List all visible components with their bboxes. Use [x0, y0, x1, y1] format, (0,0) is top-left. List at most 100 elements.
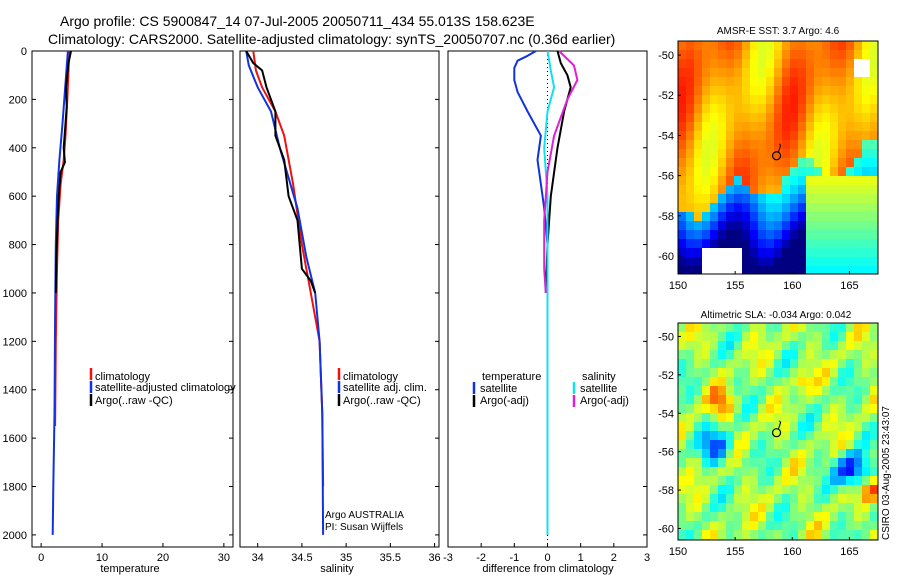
map-cell [790, 176, 799, 186]
map-cell [790, 413, 799, 423]
map-cell [854, 149, 863, 159]
map-cell [774, 50, 783, 60]
map-cell [838, 122, 847, 132]
map-cell [686, 59, 695, 69]
map-cell [774, 350, 783, 360]
map-cell [838, 131, 847, 141]
map-cell [846, 458, 855, 468]
map-cell [814, 149, 823, 159]
map-cell [790, 77, 799, 87]
map-cell [726, 476, 735, 486]
map-cell [862, 458, 871, 468]
map-cell [678, 104, 687, 114]
map-cell [774, 113, 783, 123]
map-cell [814, 140, 823, 150]
map-cell [862, 176, 871, 186]
map-cell [678, 122, 687, 132]
map-cell [758, 503, 767, 513]
map-cell [822, 521, 831, 531]
map-cell [822, 59, 831, 69]
legend-label: Argo(-adj) [580, 395, 629, 407]
map-cell [798, 377, 807, 387]
map-cell [726, 377, 735, 387]
map-cell [870, 386, 878, 396]
map-cell [710, 203, 719, 213]
map-cell [726, 458, 735, 468]
map-cell [702, 431, 711, 441]
map-cell [718, 368, 727, 378]
map-cell [830, 167, 839, 177]
map-cell [702, 503, 711, 513]
map-cell [726, 230, 735, 240]
map-cell [846, 530, 855, 540]
map-cell [806, 104, 815, 114]
map-cell [726, 185, 735, 195]
map-cell [862, 212, 871, 222]
map-cell [686, 203, 695, 213]
map-cell [870, 50, 878, 60]
map-cell [814, 422, 823, 432]
map-cell [774, 68, 783, 78]
map-cell [678, 221, 687, 231]
map-cell [790, 377, 799, 387]
map-cell [814, 212, 823, 222]
map-y-tick-label: -50 [658, 50, 674, 62]
map-cell [742, 266, 751, 274]
map-cell [814, 185, 823, 195]
map-cell [822, 86, 831, 96]
map-cell [774, 458, 783, 468]
map-cell [750, 230, 759, 240]
map-cell [774, 377, 783, 387]
map-cell [694, 68, 703, 78]
temperature-panel-frame [31, 50, 234, 548]
map-cell [686, 413, 695, 423]
map-cell [798, 239, 807, 249]
map-cell [830, 95, 839, 105]
map-cell [870, 368, 878, 378]
map-cell [726, 503, 735, 513]
map-cell [774, 530, 783, 540]
map-cell [678, 158, 687, 168]
map-cell [822, 41, 831, 51]
map-cell [790, 431, 799, 441]
map-cell [862, 422, 871, 432]
map-cell [774, 203, 783, 213]
map-cell [830, 476, 839, 486]
map-cell [774, 494, 783, 504]
map-cell [774, 59, 783, 69]
map-cell [854, 59, 863, 69]
map-cell [782, 41, 791, 51]
map-cell [710, 350, 719, 360]
map-cell [846, 158, 855, 168]
map-cell [806, 140, 815, 150]
map-cell [806, 458, 815, 468]
map-cell [758, 86, 767, 96]
map-cell [726, 485, 735, 495]
map-cell [750, 257, 759, 267]
map-cell [846, 266, 855, 274]
map-cell [766, 485, 775, 495]
map-cell [718, 494, 727, 504]
map-cell [774, 122, 783, 132]
map-cell [766, 185, 775, 195]
map-cell [790, 113, 799, 123]
map-cell [830, 194, 839, 204]
map-cell [774, 95, 783, 105]
map-cell [726, 167, 735, 177]
map-cell [758, 422, 767, 432]
map-cell [686, 131, 695, 141]
map-cell [694, 422, 703, 432]
map-cell [814, 203, 823, 213]
map-cell [838, 239, 847, 249]
map-cell [686, 140, 695, 150]
map-cell [814, 512, 823, 522]
map-cell [694, 230, 703, 240]
map-cell [846, 431, 855, 441]
map-cell [702, 413, 711, 423]
map-cell [766, 176, 775, 186]
map-cell [766, 413, 775, 423]
map-cell [798, 149, 807, 159]
map-cell [742, 467, 751, 477]
map-cell [758, 440, 767, 450]
